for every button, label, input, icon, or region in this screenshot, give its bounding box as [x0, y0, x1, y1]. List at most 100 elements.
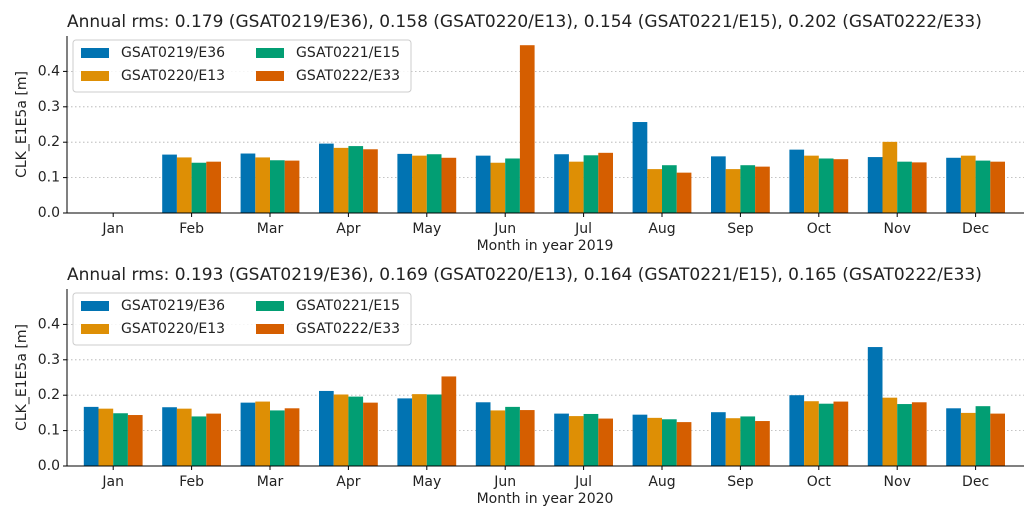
bar	[867, 157, 883, 213]
bar	[818, 403, 834, 466]
bar	[676, 422, 692, 466]
legend-swatch	[256, 71, 284, 81]
bar	[833, 159, 849, 213]
bar	[191, 162, 207, 213]
x-tick-label: Jul	[574, 221, 592, 237]
bar	[412, 155, 427, 213]
bar	[319, 143, 334, 213]
x-tick-label: Mar	[257, 221, 284, 237]
x-tick-label: Dec	[962, 474, 989, 490]
bar	[284, 160, 300, 213]
legend-box	[72, 39, 412, 93]
bar	[554, 154, 569, 213]
bar	[725, 169, 741, 213]
x-tick-label: Feb	[179, 474, 204, 490]
y-axis-label: CLK_E1E5a [m]	[14, 71, 30, 178]
bar	[568, 416, 584, 466]
x-tick-label: Nov	[884, 474, 911, 490]
x-axis-label: Month in year 2020	[477, 491, 614, 506]
legend-label: GSAT0219/E36	[121, 45, 225, 61]
bar	[83, 406, 99, 466]
x-tick-label: Jul	[574, 474, 592, 490]
x-tick-label: Dec	[962, 221, 989, 237]
bar	[348, 396, 364, 466]
legend-label: GSAT0221/E15	[296, 298, 400, 314]
bar	[206, 413, 221, 466]
y-tick-label: 0.3	[38, 99, 60, 115]
x-tick-label: Oct	[807, 221, 832, 237]
bar	[960, 155, 976, 213]
bar	[789, 395, 805, 466]
bar	[255, 157, 270, 213]
bar	[975, 406, 991, 466]
bar	[975, 160, 991, 213]
legend-swatch	[256, 324, 284, 334]
bar	[833, 401, 849, 466]
bar	[554, 413, 569, 466]
bar	[946, 408, 961, 466]
bar	[583, 413, 599, 466]
legend-label: GSAT0219/E36	[121, 298, 225, 314]
y-tick-label: 0.4	[38, 63, 60, 79]
legend-swatch	[256, 48, 284, 58]
bar	[789, 149, 805, 213]
bar	[240, 402, 256, 466]
x-tick-label: Jun	[493, 474, 516, 490]
bar	[990, 413, 1005, 466]
bar	[206, 161, 221, 213]
bar	[397, 398, 413, 466]
x-tick-label: May	[412, 474, 441, 490]
legend-label: GSAT0222/E33	[296, 321, 400, 337]
x-tick-label: Nov	[884, 221, 911, 237]
x-tick-label: Jun	[493, 221, 516, 237]
x-tick-label: May	[412, 221, 441, 237]
bar	[740, 416, 756, 466]
bar	[911, 162, 927, 213]
y-tick-label: 0.1	[38, 423, 60, 439]
y-tick-label: 0.1	[38, 170, 60, 186]
y-tick-label: 0.0	[38, 458, 60, 474]
x-tick-label: Aug	[648, 221, 675, 237]
bar	[711, 156, 726, 213]
x-tick-label: Apr	[336, 221, 360, 237]
bar	[426, 154, 442, 213]
x-tick-label: Sep	[727, 474, 754, 490]
bar	[755, 421, 770, 466]
bar	[475, 402, 491, 466]
bar	[176, 157, 192, 213]
legend-swatch	[81, 71, 109, 81]
bar	[804, 155, 819, 213]
x-tick-label: Feb	[179, 221, 204, 237]
legend-swatch	[256, 301, 284, 311]
y-tick-label: 0.2	[38, 387, 60, 403]
legend-box	[72, 292, 412, 346]
bar	[412, 394, 427, 466]
bar	[270, 160, 285, 213]
bar	[284, 408, 300, 466]
bar	[632, 414, 648, 466]
bar	[333, 147, 349, 213]
bar	[519, 45, 535, 214]
legend-swatch	[81, 324, 109, 334]
bar	[348, 146, 364, 213]
legend-label: GSAT0220/E13	[121, 321, 225, 337]
legend-label: GSAT0220/E13	[121, 68, 225, 84]
bar	[662, 419, 677, 466]
x-tick-label: Aug	[648, 474, 675, 490]
bar	[98, 408, 114, 466]
chart-title: Annual rms: 0.179 (GSAT0219/E36), 0.158 …	[67, 12, 982, 32]
bar	[240, 153, 256, 213]
y-tick-label: 0.4	[38, 316, 60, 332]
bar	[505, 406, 520, 466]
bar	[882, 397, 898, 466]
bar	[568, 161, 584, 213]
x-tick-label: Apr	[336, 474, 360, 490]
legend-swatch	[81, 48, 109, 58]
bar	[441, 157, 457, 213]
bar	[333, 394, 349, 466]
bar	[397, 153, 413, 213]
bar	[867, 347, 883, 466]
y-tick-label: 0.0	[38, 205, 60, 221]
bar	[804, 401, 819, 466]
bar	[191, 416, 207, 466]
